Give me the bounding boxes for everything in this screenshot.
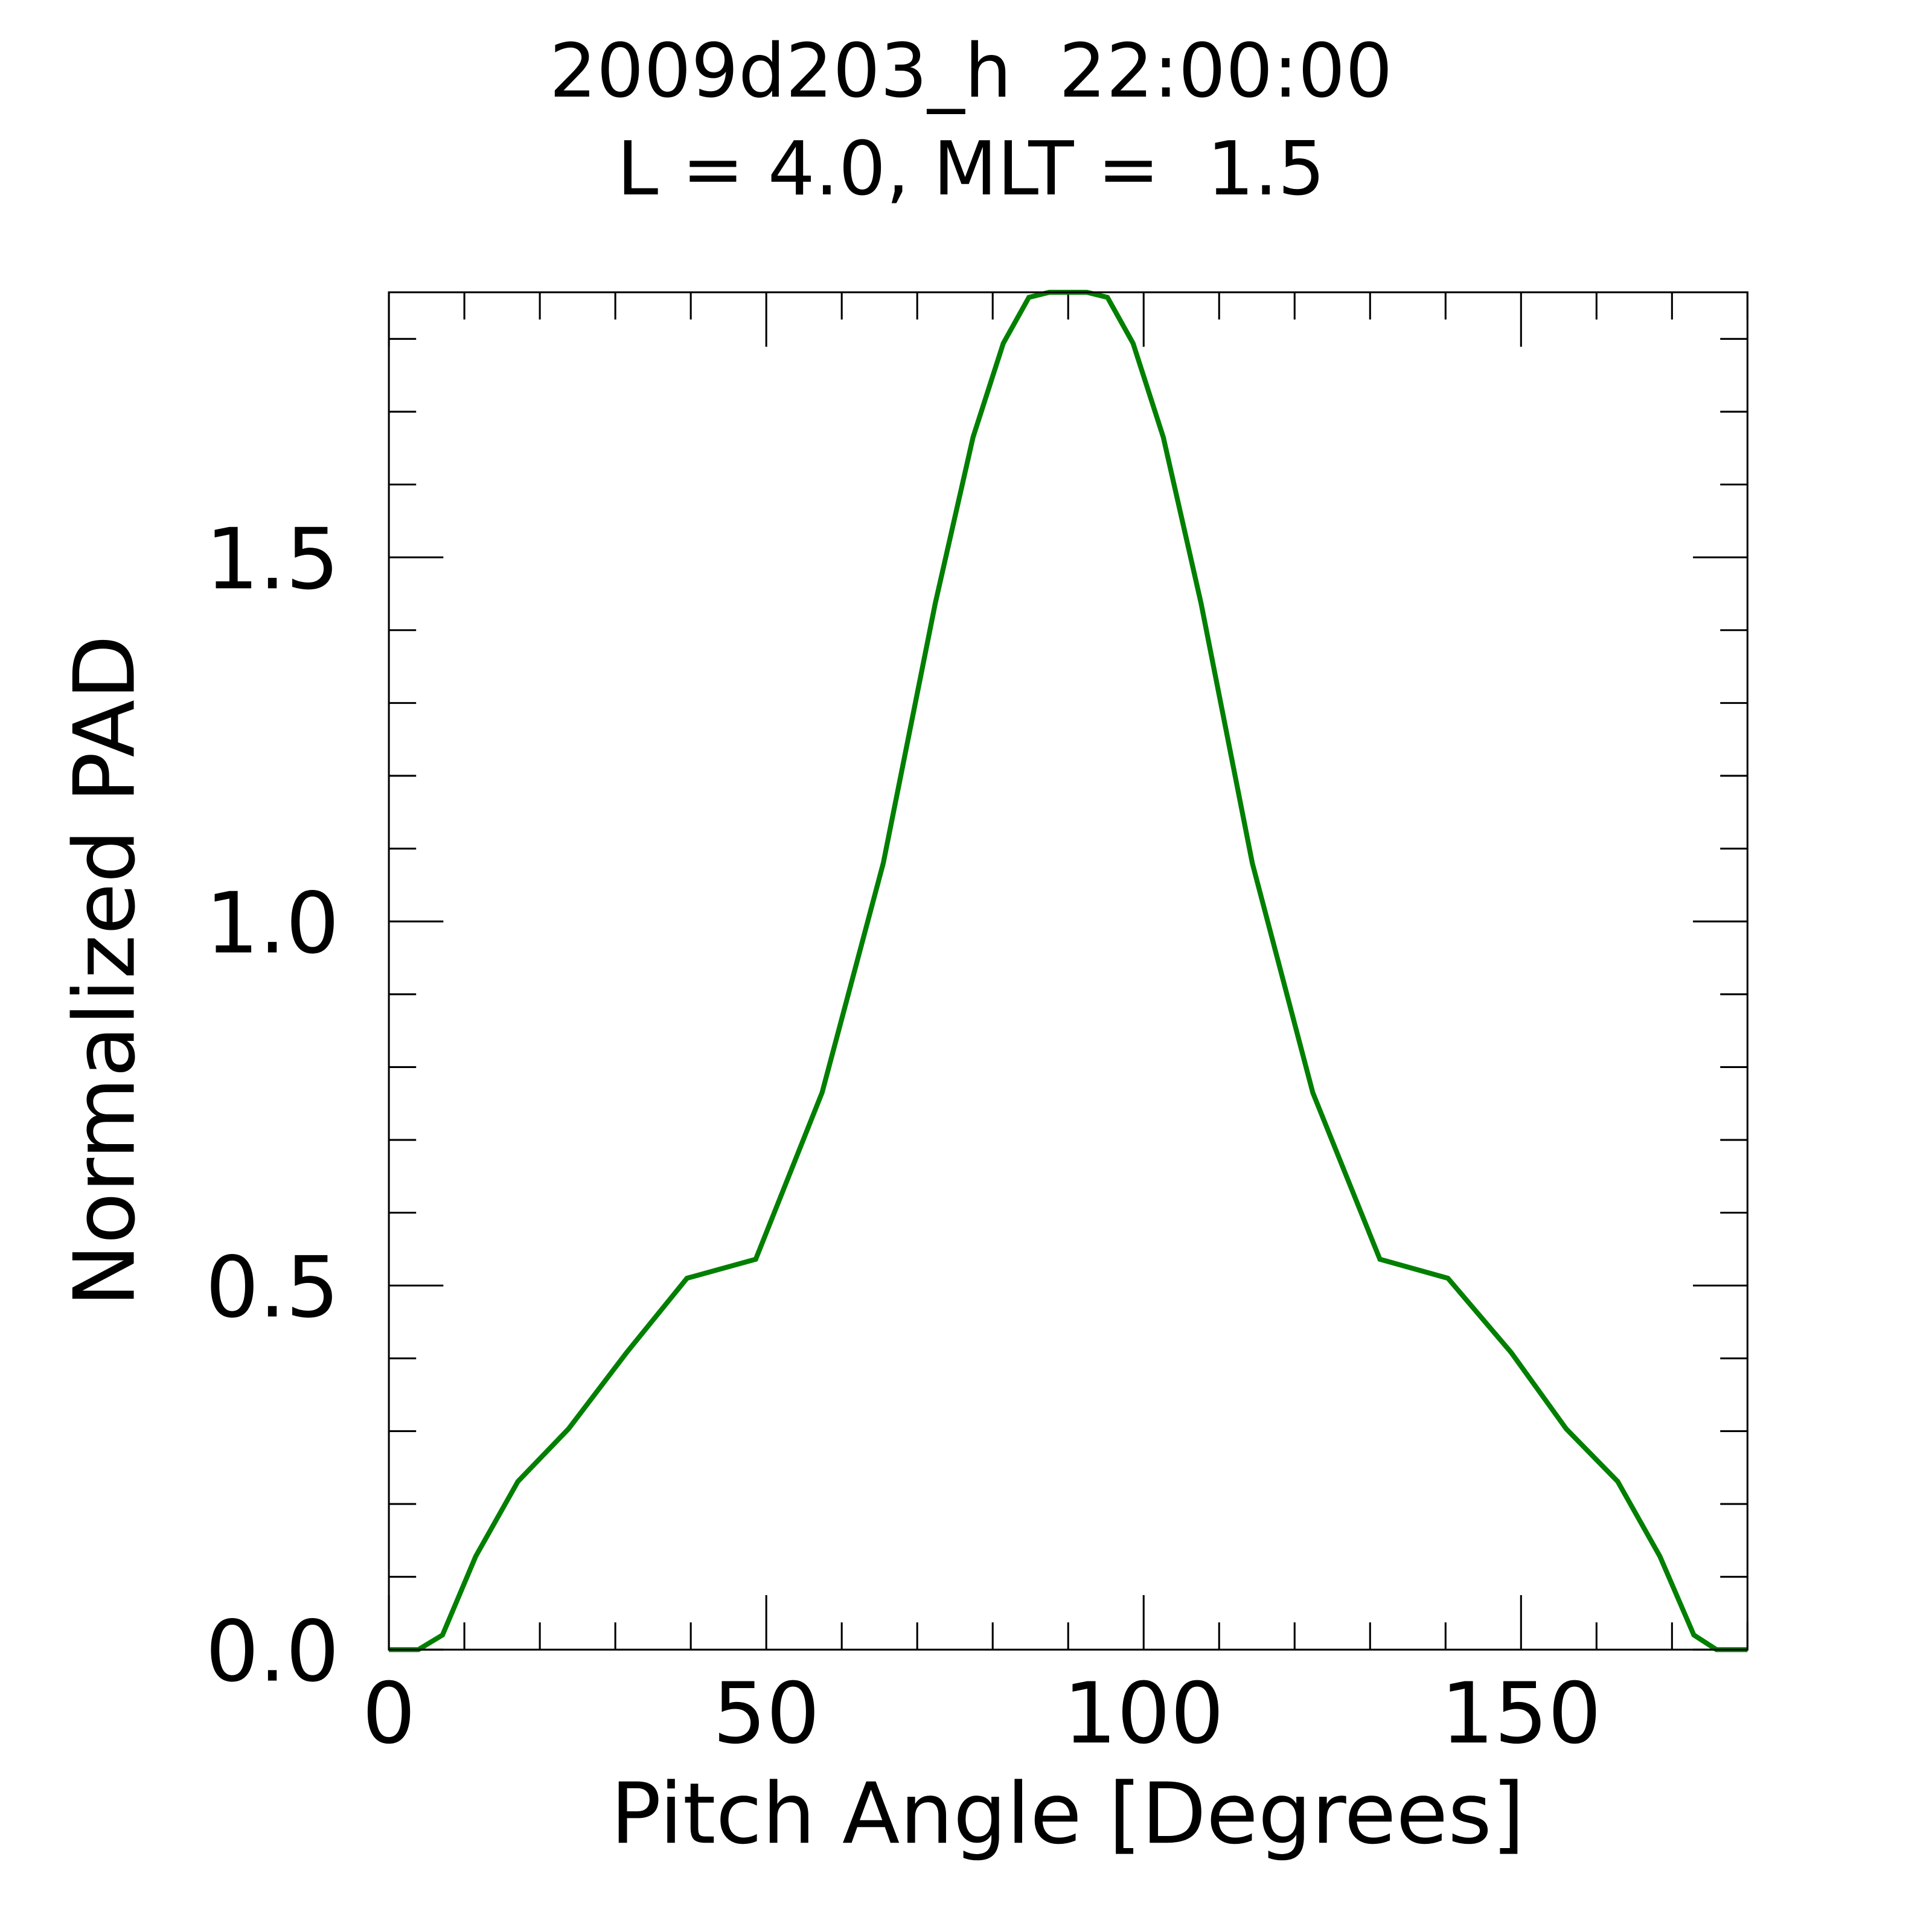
y-tick-label: 0.5 (205, 1239, 339, 1337)
chart-subtitle: L = 4.0, MLT = 1.5 (617, 126, 1325, 213)
x-tick-label: 100 (1063, 1665, 1224, 1762)
chart-title: 2009d203_h 22:00:00 (549, 28, 1393, 115)
y-tick-label: 1.5 (205, 510, 339, 608)
x-tick-label: 50 (712, 1665, 819, 1762)
x-axis-label: Pitch Angle [Degrees] (610, 1765, 1524, 1863)
plot-frame (388, 291, 1748, 1651)
y-axis-label: Normalized PAD (56, 635, 154, 1307)
x-tick-label: 150 (1441, 1665, 1601, 1762)
axis-ticks (388, 292, 1748, 1651)
x-tick-label: 0 (362, 1665, 416, 1762)
y-tick-label: 0.0 (205, 1603, 339, 1701)
pad-series-line (389, 289, 1748, 1652)
y-tick-label: 1.0 (205, 874, 339, 972)
tick-labels: 0 50 100 150 0.0 0.5 1.0 1.5 (205, 510, 1601, 1762)
